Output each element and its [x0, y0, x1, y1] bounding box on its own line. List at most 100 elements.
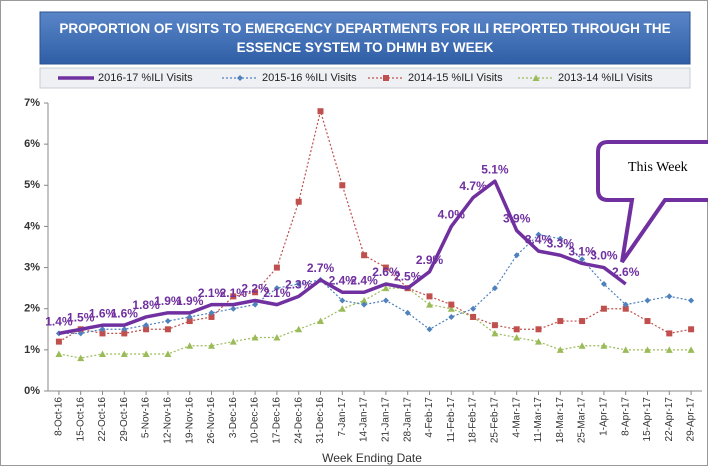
data-label: 2.2%	[241, 282, 269, 296]
marker	[491, 285, 498, 292]
x-tick-label: 1-Apr-17	[599, 397, 610, 436]
marker	[77, 354, 85, 362]
x-tick-label: 25-Feb-17	[490, 397, 501, 444]
marker	[186, 313, 193, 320]
data-label: 2.6%	[612, 265, 640, 279]
marker	[143, 322, 150, 329]
legend-label: 2014-15 %ILI Visits	[408, 72, 503, 84]
x-tick-label: 4-Feb-17	[424, 397, 435, 438]
x-tick-label: 31-Dec-16	[315, 397, 326, 444]
y-tick-label: 0%	[24, 385, 40, 397]
marker	[186, 318, 193, 325]
annotation: This Week	[628, 160, 688, 175]
y-tick-label: 2%	[24, 303, 40, 315]
data-label: 2.1%	[198, 286, 226, 300]
x-tick-label: 28-Jan-17	[402, 397, 413, 442]
marker	[338, 305, 346, 312]
x-tick-label: 3-Dec-16	[228, 397, 239, 439]
marker	[295, 281, 302, 288]
x-tick-label: 15-Apr-17	[642, 397, 653, 442]
marker	[295, 325, 303, 333]
x-tick-label: 29-Apr-17	[686, 397, 697, 442]
marker	[644, 297, 651, 304]
marker	[579, 318, 586, 325]
title-banner	[39, 11, 691, 65]
x-tick-label: 17-Dec-16	[272, 397, 283, 444]
marker	[687, 346, 695, 353]
marker	[121, 330, 128, 337]
legend-marker	[383, 75, 389, 81]
marker	[622, 301, 629, 308]
series-line	[58, 287, 692, 359]
marker	[447, 305, 455, 312]
marker	[513, 252, 520, 259]
marker	[622, 346, 630, 353]
data-label: 5.1%	[481, 162, 509, 176]
marker	[556, 346, 564, 353]
series-line	[58, 110, 692, 343]
marker	[535, 231, 542, 238]
data-label: 3.0%	[590, 249, 618, 263]
marker	[273, 334, 281, 341]
data-label: 1.4%	[45, 315, 73, 329]
y-tick-label: 4%	[24, 220, 40, 232]
data-label: 2.4%	[329, 273, 357, 287]
marker	[99, 350, 106, 357]
marker	[513, 326, 520, 333]
marker	[600, 281, 607, 288]
marker	[317, 108, 324, 115]
marker	[688, 326, 695, 333]
x-tick-label: 11-Feb-17	[446, 397, 457, 443]
marker	[666, 293, 673, 300]
marker	[361, 252, 368, 259]
x-tick-label: 29-Oct-16	[119, 397, 130, 442]
x-tick-label: 21-Jan-17	[381, 397, 392, 442]
marker	[230, 293, 237, 300]
marker	[382, 297, 389, 304]
marker	[360, 296, 368, 304]
data-label: 2.5%	[394, 269, 422, 283]
legend-box	[39, 67, 691, 89]
marker	[404, 309, 411, 316]
marker	[120, 350, 128, 357]
marker	[208, 309, 215, 316]
data-label: 1.6%	[111, 306, 139, 320]
marker	[77, 330, 84, 337]
x-tick-label: 12-Nov-16	[163, 397, 174, 444]
marker	[164, 350, 172, 357]
marker	[491, 329, 499, 337]
x-tick-label: 22-Oct-16	[97, 397, 108, 442]
marker	[470, 313, 477, 320]
y-tick-label: 1%	[24, 344, 40, 356]
data-label: 2.1%	[263, 286, 291, 300]
marker	[491, 322, 498, 329]
marker	[513, 334, 521, 341]
x-tick-label: 8-Apr-17	[620, 397, 631, 436]
marker	[142, 350, 150, 357]
marker	[426, 326, 433, 333]
marker	[317, 317, 324, 325]
x-tick-label: 7-Jan-17	[337, 397, 348, 437]
data-label: 2.1%	[220, 286, 248, 300]
series-line	[58, 179, 627, 336]
data-label: 1.6%	[89, 306, 117, 320]
x-axis-label: Week Ending Date	[322, 451, 422, 465]
chart-title: PROPORTION OF VISITS TO EMERGENCY DEPART…	[59, 21, 671, 55]
marker	[251, 334, 259, 341]
marker	[55, 350, 63, 357]
marker	[600, 305, 607, 312]
marker	[295, 198, 302, 205]
marker	[99, 326, 106, 333]
marker	[186, 342, 194, 349]
x-tick-label: 8-Oct-16	[54, 397, 65, 436]
x-tick-label: 15-Oct-16	[75, 397, 86, 442]
data-label: 2.4%	[350, 273, 378, 287]
marker	[208, 342, 215, 349]
marker	[448, 313, 455, 320]
x-tick-label: 18-Mar-17	[555, 397, 566, 444]
marker	[361, 301, 368, 308]
x-tick-label: 19-Nov-16	[184, 397, 195, 444]
marker	[666, 330, 673, 337]
marker	[164, 326, 171, 333]
